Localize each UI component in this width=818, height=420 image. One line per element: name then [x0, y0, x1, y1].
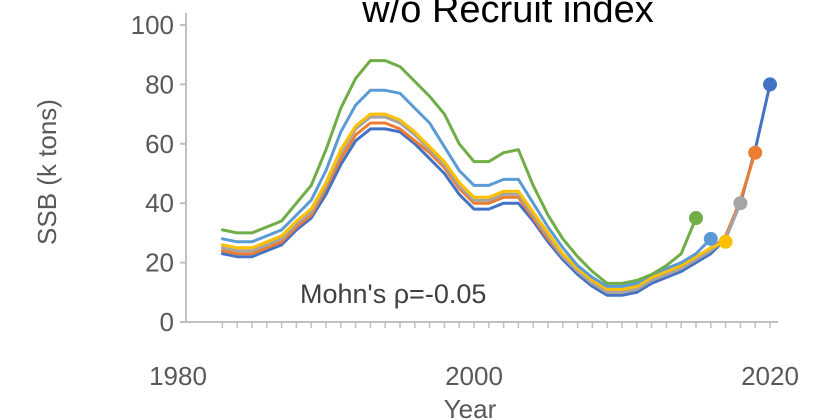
y-tick-label: 100	[131, 10, 174, 40]
y-tick-label: 60	[145, 129, 174, 159]
y-tick-label: 80	[145, 69, 174, 99]
series-endpoint-2	[748, 146, 762, 160]
plot-area	[195, 40, 785, 318]
y-axis-label: SSB (k tons)	[32, 99, 62, 245]
series-endpoint-3	[733, 196, 747, 210]
series-endpoint-6	[689, 211, 703, 225]
series-endpoint-5	[704, 232, 718, 246]
x-axis-label: Year	[444, 394, 497, 420]
y-tick-label: 0	[160, 307, 174, 337]
x-tick-label: 1980	[149, 361, 207, 391]
mohn-rho-annotation: Mohn's ρ=-0.05	[300, 279, 486, 309]
series-endpoint-4	[719, 235, 733, 249]
x-tick-label: 2020	[741, 361, 799, 391]
x-tick-label: 2000	[445, 361, 503, 391]
y-tick-label: 40	[145, 188, 174, 218]
series-endpoint-1	[763, 77, 777, 91]
y-tick-label: 20	[145, 248, 174, 278]
chart-title: w/o Recruit index	[361, 0, 653, 31]
